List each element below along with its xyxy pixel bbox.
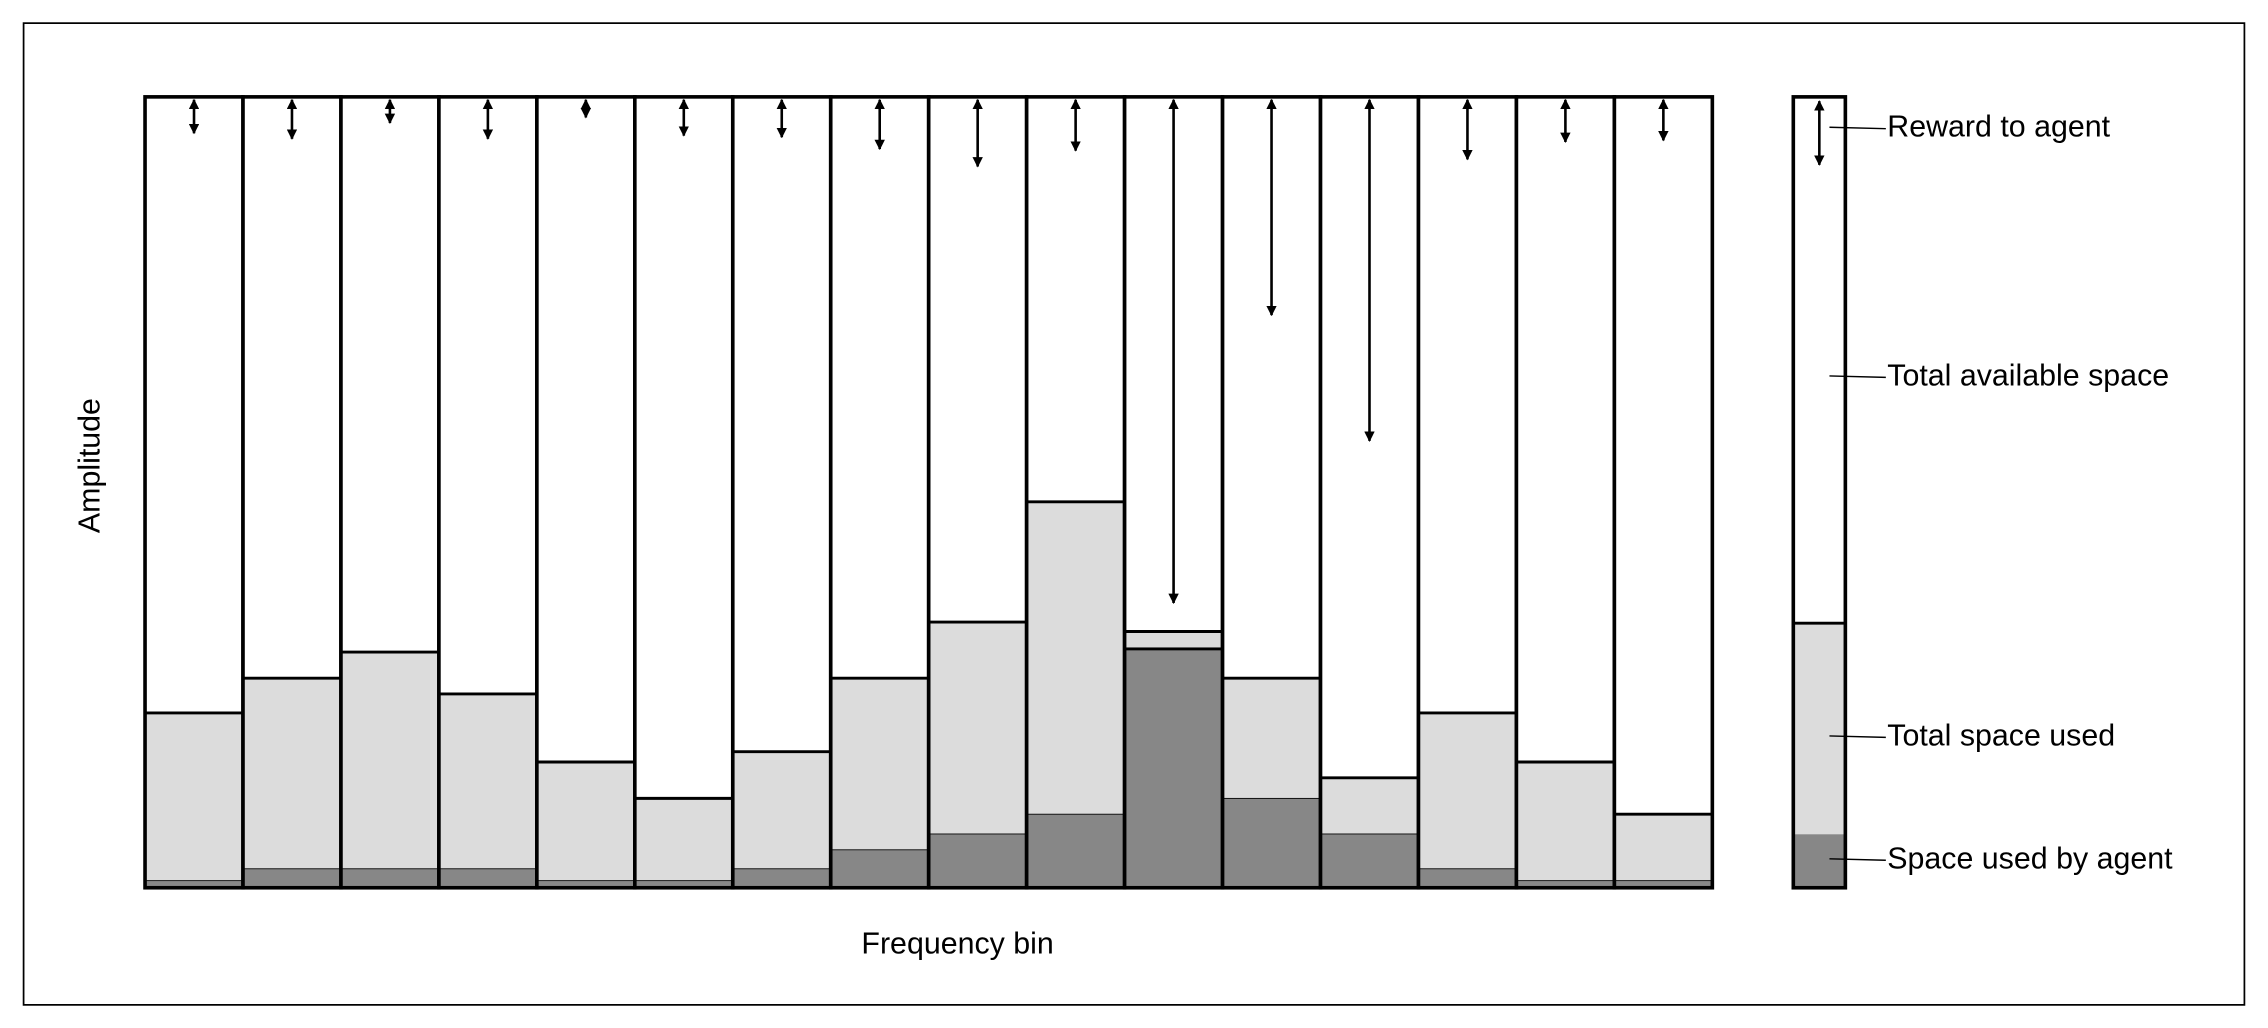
total-used-bar bbox=[634, 798, 733, 888]
agent-used-bar bbox=[928, 833, 1028, 889]
legend-label: Total space used bbox=[1887, 719, 2115, 752]
legend-label: Total available space bbox=[1887, 359, 2169, 392]
agent-used-bar bbox=[830, 849, 930, 889]
key: Reward to agent Total available space To… bbox=[1791, 95, 2173, 890]
leader bbox=[1829, 858, 1886, 862]
total-used-bar bbox=[1418, 712, 1517, 888]
leader bbox=[1829, 126, 1886, 130]
bin-outline bbox=[1612, 95, 1715, 890]
total-used-bar bbox=[242, 678, 341, 888]
agent-used-bar bbox=[1320, 833, 1419, 889]
agent-used-bar bbox=[1123, 647, 1225, 890]
key-agent bbox=[1793, 834, 1846, 888]
agent-used-bar bbox=[1026, 813, 1126, 889]
legend-label: Reward to agent bbox=[1887, 111, 2110, 144]
total-used-bar bbox=[145, 712, 243, 888]
agent-used-bar bbox=[1418, 868, 1517, 889]
agent-used-bar bbox=[438, 868, 538, 889]
leader bbox=[1829, 375, 1886, 379]
plot bbox=[143, 95, 1715, 890]
agent-used-bar bbox=[1222, 797, 1321, 889]
total-used-bar bbox=[536, 762, 635, 888]
y-axis-label: Amplitude bbox=[74, 398, 107, 533]
bin-background bbox=[1614, 96, 1713, 888]
bin-background bbox=[1516, 96, 1615, 888]
leader bbox=[1829, 735, 1886, 739]
total-used-bar bbox=[1614, 814, 1713, 888]
total-used-bar bbox=[732, 751, 831, 888]
agent-used-bar bbox=[242, 868, 342, 889]
legend-label: Space used by agent bbox=[1887, 842, 2173, 875]
total-used-bar bbox=[340, 652, 439, 888]
agent-used-bar bbox=[340, 868, 440, 889]
key-outline bbox=[1791, 95, 1848, 890]
bin-background bbox=[536, 96, 635, 888]
x-axis-label: Frequency bin bbox=[861, 928, 1053, 961]
total-used-bar bbox=[1516, 762, 1615, 888]
key-total bbox=[1793, 623, 1846, 835]
bin-background bbox=[634, 96, 733, 888]
agent-used-bar bbox=[732, 868, 832, 889]
total-used-bar bbox=[438, 693, 537, 888]
frame bbox=[22, 22, 2246, 1006]
